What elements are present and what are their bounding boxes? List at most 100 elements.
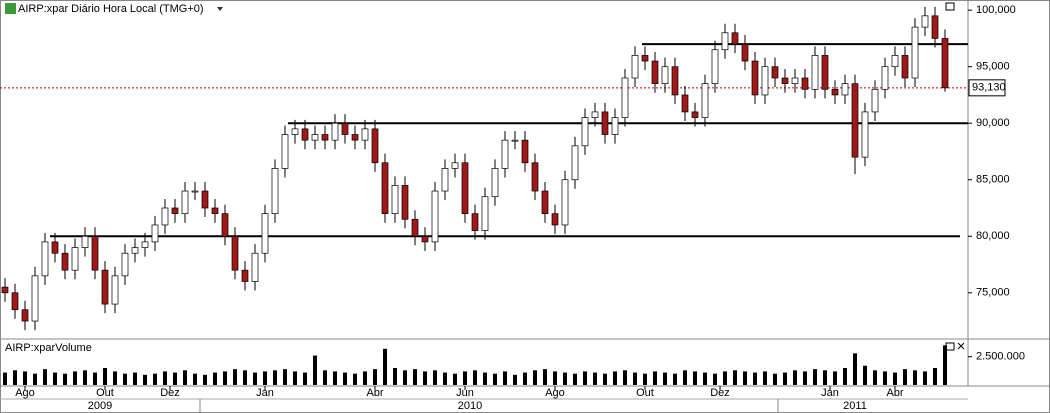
volume-bar: [793, 370, 797, 385]
volume-bar: [493, 373, 497, 385]
candle-body: [721, 32, 729, 51]
candle-body: [101, 269, 109, 305]
candle-body: [11, 292, 19, 311]
candle-body: [771, 66, 779, 79]
candle-body: [301, 128, 309, 141]
last-price-box: [968, 79, 1006, 97]
volume-bar: [463, 371, 467, 385]
volume-bar: [843, 368, 847, 385]
volume-bar: [123, 373, 127, 385]
candle-body: [1, 286, 9, 294]
volume-bar: [153, 373, 157, 385]
volume-bar: [53, 372, 57, 385]
volume-bar: [643, 373, 647, 385]
volume-bar: [453, 373, 457, 385]
volume-bar: [663, 372, 667, 385]
candle-body: [321, 134, 329, 141]
candle-body: [881, 66, 889, 90]
volume-bar: [3, 372, 7, 385]
candle-body: [901, 55, 909, 79]
candle-body: [761, 66, 769, 96]
candle-body: [81, 235, 89, 248]
candle-body: [51, 241, 59, 254]
close-button[interactable]: [957, 342, 965, 350]
volume-bar: [893, 372, 897, 385]
candle-body: [831, 88, 839, 96]
candle-body: [621, 77, 629, 118]
y-tick-label: 80,000: [976, 230, 1010, 242]
candle-body: [91, 235, 99, 271]
volume-bar: [213, 372, 217, 385]
candle-body: [551, 213, 559, 226]
volume-bar: [173, 372, 177, 385]
volume-bar: [353, 373, 357, 385]
x-tick-label: Dez: [710, 387, 730, 399]
candle-body: [421, 235, 429, 243]
chart-title: AIRP:xpar Diário Hora Local (TMG+0): [18, 3, 204, 15]
volume-bar: [393, 368, 397, 385]
volume-bar: [473, 370, 477, 385]
volume-bar: [583, 371, 587, 385]
candle-body: [341, 122, 349, 135]
volume-bar: [503, 371, 507, 385]
volume-bar: [573, 373, 577, 385]
volume-bar: [813, 369, 817, 385]
y-tick-label: 100,000: [976, 4, 1016, 16]
candle-body: [441, 168, 449, 192]
year-label: 2010: [458, 400, 482, 412]
candle-body: [661, 66, 669, 85]
candle-body: [211, 207, 219, 215]
candle-body: [251, 252, 259, 282]
volume-bar: [673, 373, 677, 385]
candle-body: [461, 162, 469, 215]
volume-bar: [853, 353, 857, 385]
maximize-button[interactable]: [945, 2, 955, 11]
volume-bar: [383, 348, 387, 385]
candle-body: [941, 38, 949, 89]
volume-bar: [443, 372, 447, 385]
candle-body: [611, 117, 619, 135]
candle-body: [801, 77, 809, 90]
volume-bar: [943, 345, 947, 385]
volume-bar: [543, 369, 547, 385]
candle-body: [871, 88, 879, 113]
x-tick-label: Dez: [160, 387, 180, 399]
volume-bar: [283, 369, 287, 385]
volume-bar: [923, 371, 927, 385]
candle-body: [171, 207, 179, 215]
candle-body: [411, 218, 419, 237]
volume-bar: [223, 371, 227, 385]
candle-body: [151, 224, 159, 243]
candle-body: [891, 55, 899, 68]
volume-bar: [933, 368, 937, 385]
candle-body: [791, 77, 799, 85]
volume-bar: [883, 371, 887, 385]
volume-bar: [293, 371, 297, 385]
x-tick-label: Out: [96, 387, 114, 399]
candle-body: [271, 168, 279, 215]
candle-body: [731, 32, 739, 45]
x-tick-label: Jan: [256, 387, 274, 399]
candle-body: [401, 185, 409, 220]
candle-body: [311, 134, 319, 141]
volume-bar: [733, 370, 737, 385]
volume-bar: [83, 370, 87, 385]
volume-bar: [373, 369, 377, 385]
candle-body: [181, 190, 189, 215]
candle-body: [61, 252, 69, 271]
volume-bar: [623, 370, 627, 385]
candle-body: [291, 128, 299, 135]
volume-bar: [253, 372, 257, 385]
volume-bar: [683, 370, 687, 385]
volume-bar: [833, 371, 837, 385]
volume-bar: [63, 373, 67, 385]
volume-bar: [753, 372, 757, 385]
volume-bar: [143, 374, 147, 385]
volume-bar: [913, 370, 917, 385]
dropdown-arrow[interactable]: [217, 7, 223, 11]
volume-bar: [823, 370, 827, 385]
x-tick-label: Ago: [545, 387, 565, 399]
candle-body: [531, 162, 539, 192]
last-price-label: 93,130: [972, 82, 1006, 94]
candle-body: [361, 128, 369, 141]
